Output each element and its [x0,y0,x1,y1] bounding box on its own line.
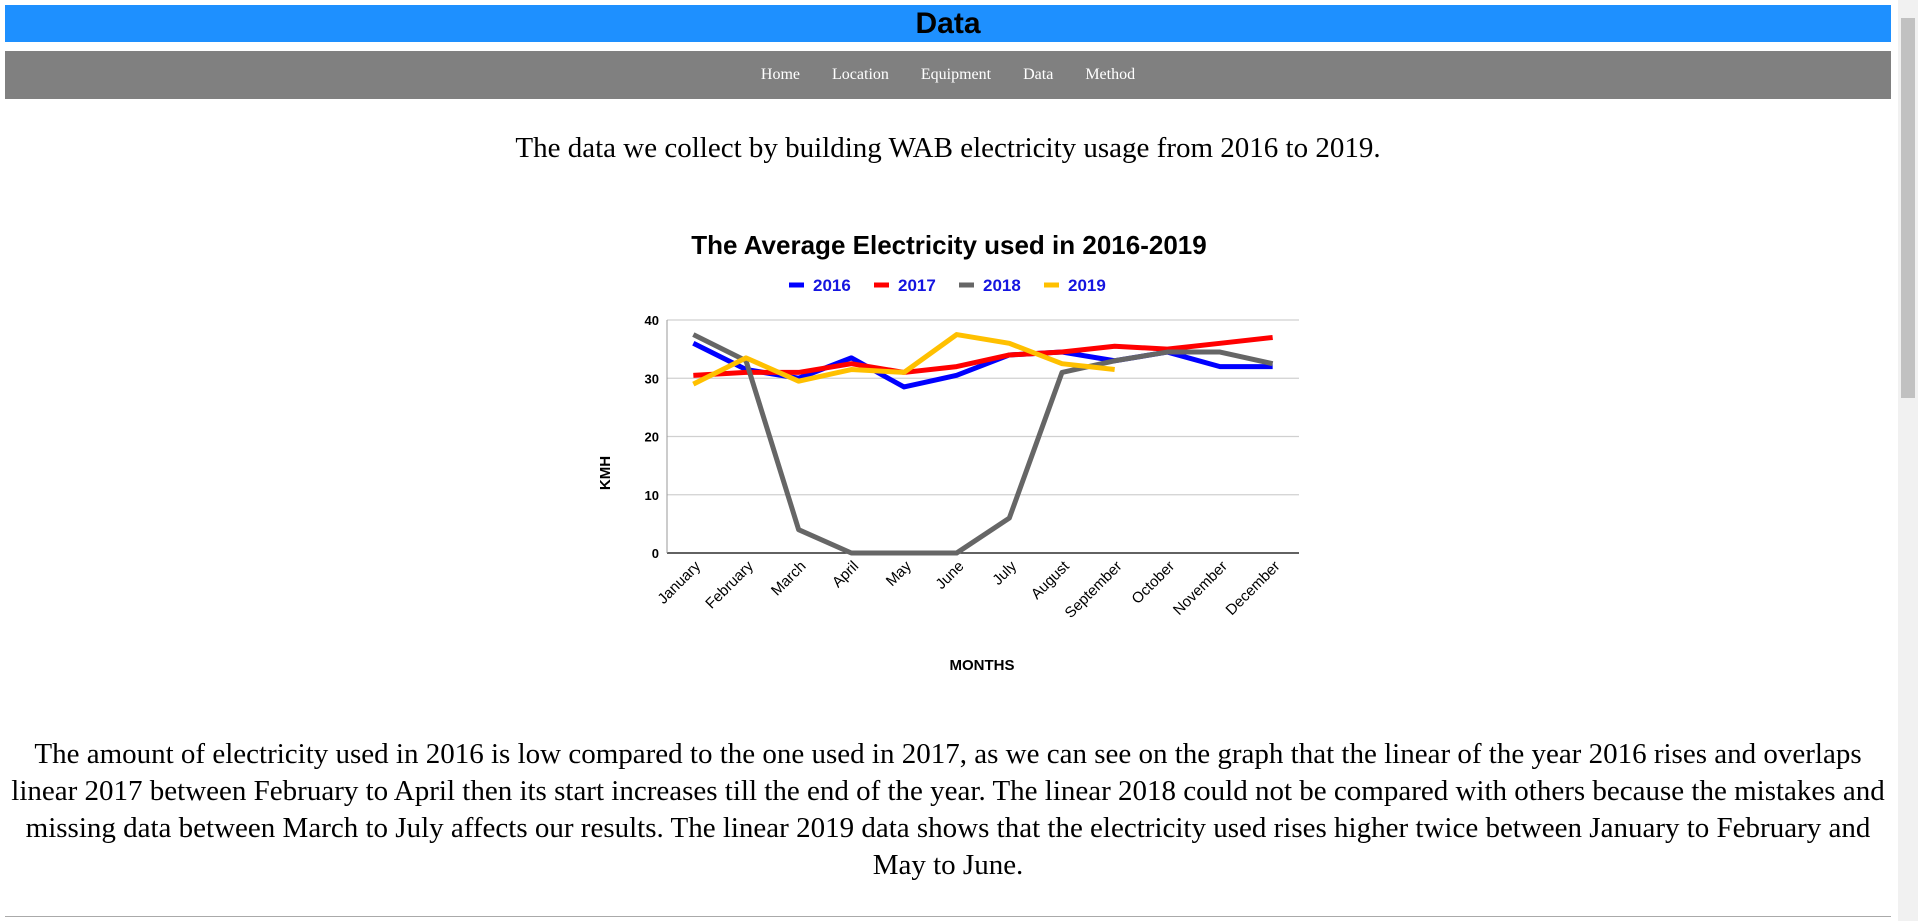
x-axis-label: MONTHS [950,657,1015,674]
series-line [693,334,1273,378]
legend-label: 2016 [813,276,851,295]
y-tick-label: 40 [645,313,659,328]
legend-label: 2019 [1068,276,1106,295]
nav-link[interactable]: Home [760,66,801,83]
x-tick-label: January [654,557,704,607]
x-tick-label: December [1223,558,1284,619]
x-tick-label: August [1028,557,1074,603]
description: The amount of electricity used in 2016 i… [11,738,1885,881]
scrollbar[interactable] [1898,0,1918,921]
x-tick-label: June [932,558,967,593]
legend-label: 2017 [898,276,936,295]
page-header: Data [5,5,1891,42]
intro-text: The data we collect by building WAB elec… [515,132,1381,164]
x-tick-label: April [829,558,862,591]
x-tick-label: November [1170,558,1231,619]
chart-title: The Average Electricity used in 2016-201… [691,230,1206,260]
nav-link[interactable]: Location [832,66,889,83]
nav-bar: Home Location Equipment Data Method [5,51,1891,99]
nav-link[interactable]: Equipment [920,66,992,83]
x-tick-label: September [1062,558,1126,622]
chart: The Average Electricity used in 2016-201… [597,230,1299,674]
nav-link[interactable]: Method [1085,66,1136,83]
legend-label: 2018 [983,276,1021,295]
y-axis-label: KMH [597,456,614,490]
divider [5,916,1891,917]
x-tick-label: February [702,557,757,612]
y-tick-label: 30 [645,371,659,386]
x-tick-label: July [989,557,1020,588]
x-tick-label: March [768,558,809,599]
y-tick-label: 20 [645,430,659,445]
x-tick-label: May [883,557,915,589]
nav-link[interactable]: Data [1023,66,1054,83]
scroll-thumb[interactable] [1901,18,1915,398]
y-tick-label: 10 [645,488,659,503]
series-line [692,332,1274,556]
y-tick-label: 0 [652,546,659,561]
series-line [692,332,1115,387]
x-tick-label: October [1128,558,1178,608]
